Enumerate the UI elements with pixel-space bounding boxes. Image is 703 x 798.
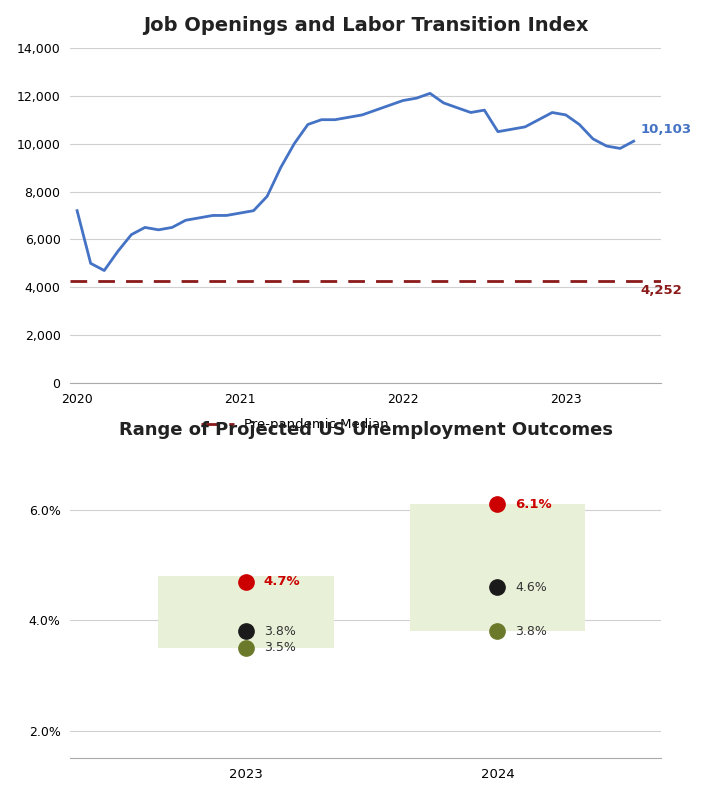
Text: 6.1%: 6.1% xyxy=(515,498,552,511)
Text: 4.6%: 4.6% xyxy=(515,581,547,594)
Text: 10,103: 10,103 xyxy=(640,124,692,136)
Text: 4,252: 4,252 xyxy=(640,283,682,297)
Text: 3.5%: 3.5% xyxy=(264,642,296,654)
Text: 3.8%: 3.8% xyxy=(515,625,547,638)
Legend: Pre-pandemic Median: Pre-pandemic Median xyxy=(195,413,394,437)
Legend: Hard Landing, Moderate Landing, Soft Landing: Hard Landing, Moderate Landing, Soft Lan… xyxy=(121,795,551,798)
Text: 3.8%: 3.8% xyxy=(264,625,296,638)
Bar xyxy=(410,504,586,631)
Text: 4.7%: 4.7% xyxy=(264,575,300,588)
Bar xyxy=(158,576,334,648)
Title: Range of Projected US Unemployment Outcomes: Range of Projected US Unemployment Outco… xyxy=(119,421,612,440)
Title: Job Openings and Labor Transition Index: Job Openings and Labor Transition Index xyxy=(143,16,588,35)
